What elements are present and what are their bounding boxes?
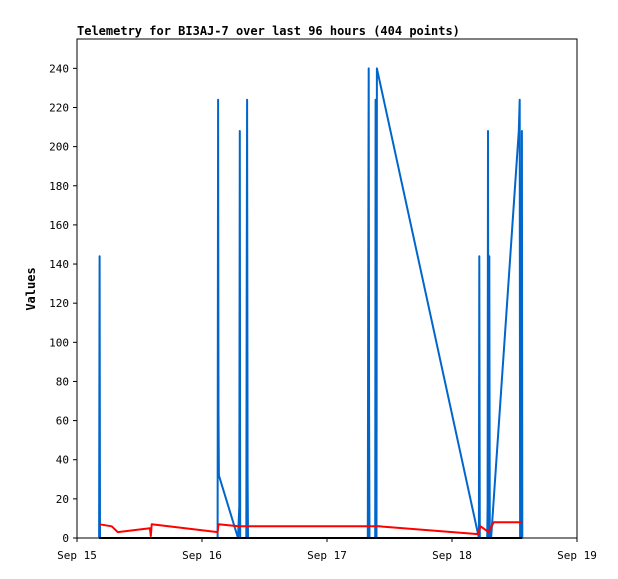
y-axis-label: Values xyxy=(24,267,38,310)
x-tick-label: Sep 18 xyxy=(432,549,472,562)
x-tick-label: Sep 19 xyxy=(557,549,597,562)
y-tick-label: 0 xyxy=(62,532,69,545)
y-tick-label: 140 xyxy=(49,258,69,271)
chart-title: Telemetry for BI3AJ-7 over last 96 hours… xyxy=(77,24,460,38)
y-tick-label: 220 xyxy=(49,101,69,114)
y-tick-label: 240 xyxy=(49,62,69,75)
y-tick-label: 160 xyxy=(49,219,69,232)
y-tick-label: 20 xyxy=(56,493,69,506)
y-tick-label: 40 xyxy=(56,454,69,467)
x-tick-label: Sep 15 xyxy=(57,549,97,562)
plot-frame xyxy=(76,38,578,539)
series-red-line xyxy=(99,521,523,537)
y-tick-label: 200 xyxy=(49,141,69,154)
series-blue-line xyxy=(98,67,524,539)
x-tick-label: Sep 16 xyxy=(182,549,222,562)
y-tick-label: 120 xyxy=(49,297,69,310)
y-tick-label: 100 xyxy=(49,336,69,349)
x-tick-label: Sep 17 xyxy=(307,549,347,562)
y-tick-label: 180 xyxy=(49,180,69,193)
y-tick-label: 60 xyxy=(56,415,69,428)
y-tick-label: 80 xyxy=(56,375,69,388)
